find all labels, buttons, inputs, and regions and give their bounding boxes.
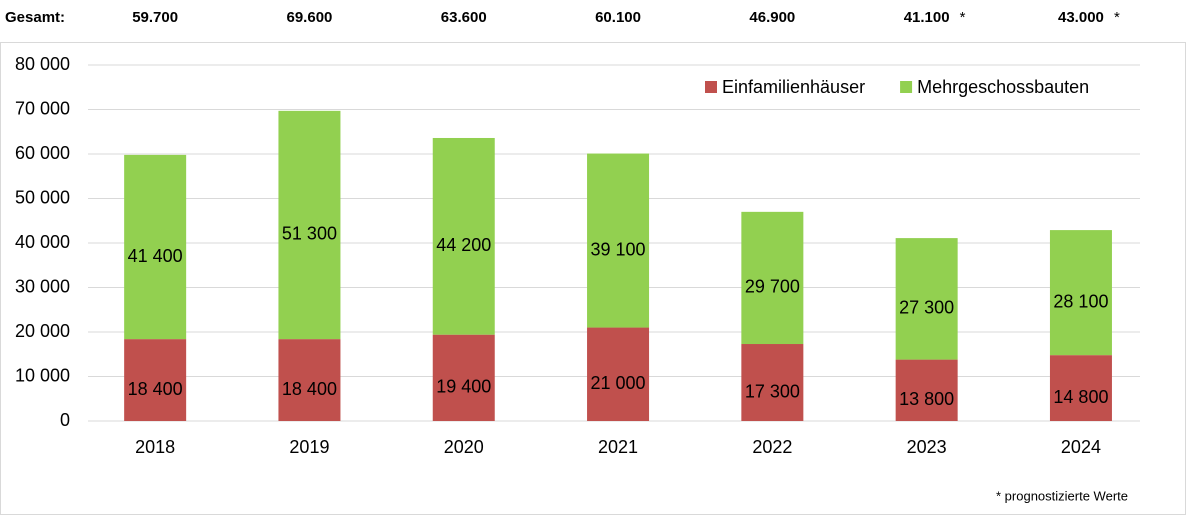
y-tick-label: 50 000 bbox=[15, 187, 70, 207]
x-tick-label: 2020 bbox=[444, 437, 484, 457]
value-label: 29 700 bbox=[745, 277, 800, 297]
y-tick-label: 10 000 bbox=[15, 365, 70, 385]
x-tick-label: 2022 bbox=[752, 437, 792, 457]
bar-segment bbox=[278, 339, 341, 421]
bar-segment bbox=[432, 334, 495, 421]
total-label: 59.700 bbox=[132, 9, 178, 26]
value-label: 41 400 bbox=[128, 246, 183, 266]
y-tick-label: 60 000 bbox=[15, 143, 70, 163]
bar-segment bbox=[895, 238, 958, 360]
x-tick-label: 2023 bbox=[907, 437, 947, 457]
y-tick-label: 0 bbox=[60, 410, 70, 430]
bar-segment bbox=[741, 344, 804, 421]
footnote: * prognostizierte Werte bbox=[996, 488, 1128, 503]
total-label: 43.000 bbox=[1058, 9, 1104, 26]
bar-segment bbox=[278, 110, 341, 340]
bar-segment bbox=[587, 153, 650, 328]
value-label: 28 100 bbox=[1053, 291, 1108, 311]
bar-segment bbox=[432, 137, 495, 335]
x-tick-label: 2021 bbox=[598, 437, 638, 457]
value-label: 18 400 bbox=[128, 379, 183, 399]
value-label: 14 800 bbox=[1053, 387, 1108, 407]
value-label: 39 100 bbox=[591, 239, 646, 259]
bar-segment bbox=[124, 154, 187, 340]
x-tick-label: 2019 bbox=[289, 437, 329, 457]
y-tick-label: 70 000 bbox=[15, 98, 70, 118]
value-label: 17 300 bbox=[745, 381, 800, 401]
bar-segment bbox=[1049, 355, 1112, 421]
legend-swatch bbox=[705, 81, 717, 93]
total-note: * bbox=[1114, 9, 1120, 26]
total-note: * bbox=[960, 9, 966, 26]
total-label: 46.900 bbox=[749, 9, 795, 26]
value-label: 19 400 bbox=[436, 377, 491, 397]
value-label: 18 400 bbox=[282, 379, 337, 399]
x-tick-label: 2018 bbox=[135, 437, 175, 457]
bar-segment bbox=[587, 327, 650, 421]
total-label: 41.100 bbox=[904, 9, 950, 26]
y-tick-label: 30 000 bbox=[15, 276, 70, 296]
value-label: 21 000 bbox=[591, 373, 646, 393]
y-tick-label: 80 000 bbox=[15, 54, 70, 74]
bar-segment bbox=[1049, 230, 1112, 356]
value-label: 51 300 bbox=[282, 224, 337, 244]
bar-segment bbox=[124, 339, 187, 421]
legend-label: Einfamilienhäuser bbox=[722, 77, 865, 97]
bar-segment bbox=[741, 211, 804, 345]
bar-segment bbox=[895, 359, 958, 421]
value-label: 27 300 bbox=[899, 298, 954, 318]
total-label: 69.600 bbox=[287, 9, 333, 26]
total-label: 63.600 bbox=[441, 9, 487, 26]
value-label: 44 200 bbox=[436, 235, 491, 255]
total-label: 60.100 bbox=[595, 9, 641, 26]
legend-swatch bbox=[900, 81, 913, 93]
total-title: Gesamt: bbox=[5, 9, 65, 26]
x-tick-label: 2024 bbox=[1061, 437, 1101, 457]
y-tick-label: 20 000 bbox=[15, 321, 70, 341]
legend-label: Mehrgeschossbauten bbox=[917, 77, 1089, 97]
value-label: 13 800 bbox=[899, 389, 954, 409]
y-tick-label: 40 000 bbox=[15, 232, 70, 252]
